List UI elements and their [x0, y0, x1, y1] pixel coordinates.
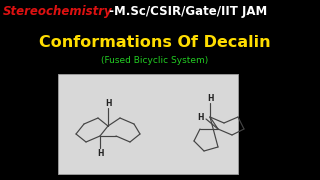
Text: H: H [105, 98, 111, 107]
Text: (Fused Bicyclic System): (Fused Bicyclic System) [101, 55, 209, 64]
Text: -M.Sc/CSIR/Gate/IIT JAM: -M.Sc/CSIR/Gate/IIT JAM [105, 4, 267, 17]
Text: H: H [197, 112, 203, 122]
Text: H: H [207, 93, 213, 102]
Text: Stereochemistry: Stereochemistry [3, 4, 113, 17]
Text: Conformations Of Decalin: Conformations Of Decalin [39, 35, 271, 50]
Text: H: H [97, 148, 103, 158]
FancyBboxPatch shape [58, 74, 238, 174]
